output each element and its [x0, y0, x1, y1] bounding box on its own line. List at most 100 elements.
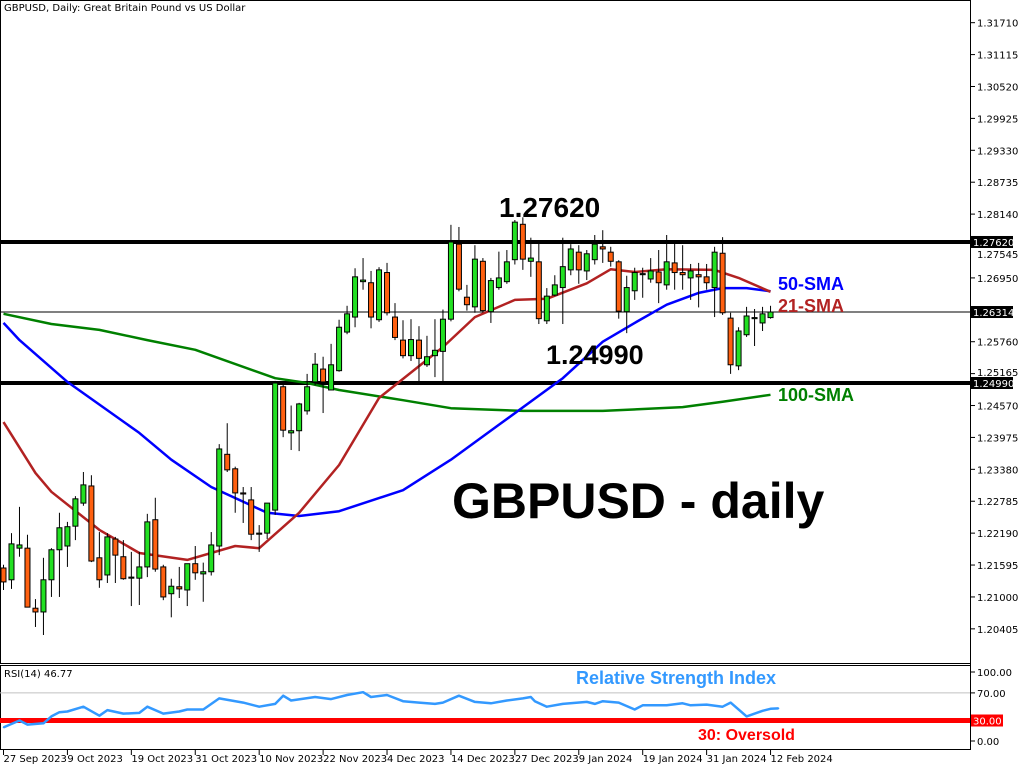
rsi-tick-label: 70.00: [977, 689, 1006, 700]
candle: [711, 246, 718, 318]
price-tick-label: 1.22190: [977, 529, 1018, 540]
candle: [623, 275, 630, 334]
candle: [224, 423, 231, 473]
candle: [128, 551, 135, 607]
candle: [208, 532, 215, 576]
candle: [463, 284, 470, 311]
candle: [48, 548, 55, 597]
sma50-annotation: 50-SMA: [778, 274, 845, 294]
rsi-point: [434, 703, 436, 705]
candle: [296, 402, 303, 452]
bull-candle-body: [503, 261, 510, 283]
candle: [16, 506, 23, 557]
bull-candle-body: [144, 521, 151, 568]
price-tick-label: 1.29330: [977, 146, 1018, 157]
bear-candle-body: [176, 586, 183, 590]
rsi-point: [585, 701, 588, 703]
rsi-point: [258, 705, 260, 708]
rsi-point: [458, 694, 460, 697]
candle: [120, 540, 127, 580]
rsi-point: [66, 710, 69, 713]
candle: [695, 262, 702, 308]
bull-candle-body: [168, 585, 175, 595]
rsi-point: [282, 694, 284, 697]
candle: [288, 405, 295, 451]
bull-candle-body: [264, 502, 271, 534]
candle: [559, 237, 566, 325]
oversold-annotation: 30: Oversold: [698, 727, 795, 744]
candle: [360, 258, 367, 290]
bear-candle-body: [240, 492, 247, 495]
candle: [543, 288, 550, 325]
candle: [567, 244, 574, 276]
bear-candle-body: [719, 252, 726, 314]
candle: [320, 356, 327, 414]
rsi-title: RSI(14) 46.77: [4, 669, 73, 680]
bull-candle-body: [511, 221, 518, 261]
rsi-point: [418, 701, 420, 704]
candle: [743, 306, 750, 337]
candle: [455, 226, 462, 292]
bull-candle-body: [200, 571, 207, 575]
bear-candle-body: [192, 563, 199, 574]
bull-candle-body: [743, 315, 750, 336]
price-tick-label: 1.31115: [977, 51, 1018, 62]
candle: [511, 220, 518, 265]
candle: [535, 243, 542, 325]
rsi-point: [546, 705, 548, 708]
rsi-point: [601, 700, 604, 702]
rsi-annotation: Relative Strength Index: [576, 668, 777, 688]
candle: [631, 267, 638, 300]
bull-candle-body: [551, 284, 558, 296]
bull-candle-body: [256, 532, 263, 535]
candle: [392, 303, 399, 341]
bear-candle-body: [400, 339, 406, 357]
price-tick-label: 1.21000: [977, 593, 1018, 604]
candle: [495, 251, 502, 290]
bull-candle-body: [527, 257, 534, 262]
rsi-point: [729, 701, 732, 704]
bear-candle-body: [679, 272, 686, 276]
candle: [280, 383, 287, 438]
bear-candle-body: [415, 339, 422, 359]
bull-candle-body: [567, 248, 574, 271]
bull-candle-body: [767, 311, 774, 319]
bull-candle-body: [136, 566, 143, 579]
rsi-point: [18, 719, 21, 722]
rsi-point: [705, 703, 708, 706]
candle: [104, 533, 111, 584]
sma100-annotation: 100-SMA: [778, 385, 855, 405]
candle: [679, 245, 686, 290]
candle: [112, 536, 119, 584]
rsi-point: [218, 697, 221, 700]
candle: [136, 551, 143, 605]
bull-candle-body: [64, 526, 71, 547]
bear-candle-body: [575, 251, 582, 271]
candle: [759, 306, 766, 331]
candle: [160, 564, 167, 601]
rsi-point: [122, 712, 125, 715]
rsi-point: [490, 702, 492, 705]
bull-candle-body: [328, 364, 335, 391]
candle: [24, 534, 31, 608]
rsi-point: [386, 694, 388, 696]
bear-candle-body: [96, 557, 103, 581]
candle: [192, 546, 199, 580]
rsi-point: [721, 705, 724, 708]
rsi-point: [146, 705, 149, 708]
rsi-point: [761, 710, 764, 712]
bear-candle-body: [615, 261, 622, 312]
candle: [240, 487, 247, 523]
candle: [144, 513, 151, 578]
candle: [352, 268, 359, 328]
bull-candle-body: [216, 448, 223, 547]
price-tick-label: 1.25165: [977, 368, 1018, 379]
candle: [328, 343, 335, 391]
rsi-point: [777, 707, 780, 710]
rsi-point: [346, 694, 348, 696]
rsi-point: [138, 712, 141, 714]
candle: [72, 496, 79, 541]
bull-candle-body: [56, 527, 63, 551]
bull-candle-body: [663, 261, 670, 286]
